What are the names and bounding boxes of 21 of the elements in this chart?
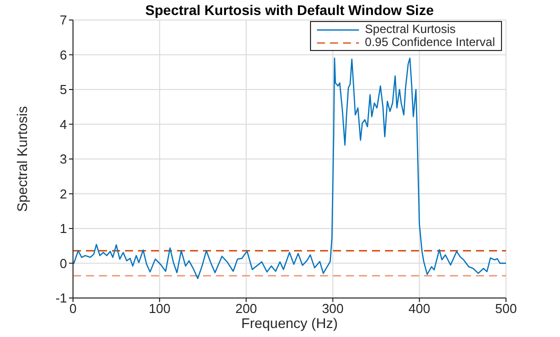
- chart-title: Spectral Kurtosis with Default Window Size: [144, 2, 435, 18]
- y-tick-label: 6: [60, 47, 67, 62]
- y-tick-label: -1: [55, 290, 67, 306]
- x-tick-label: 100: [148, 301, 170, 316]
- legend-label: Spectral Kurtosis: [364, 22, 456, 36]
- y-tick-label: 7: [60, 12, 67, 28]
- y-tick-label: 2: [60, 186, 67, 202]
- x-tick-label: 500: [495, 301, 517, 316]
- x-tick-label: 400: [408, 301, 430, 316]
- x-tick-label: 300: [322, 301, 344, 316]
- y-tick-label: 3: [60, 152, 67, 167]
- y-tick-label: 5: [60, 82, 67, 98]
- y-tick-label: 1: [60, 221, 67, 236]
- x-tick-label: 0: [69, 301, 77, 316]
- x-axis-title: Frequency (Hz): [241, 315, 338, 331]
- y-tick-label: 4: [60, 116, 67, 132]
- y-tick-label: 0: [60, 256, 67, 271]
- y-axis-title: Spectral Kurtosis: [14, 106, 30, 212]
- x-tick-label: 200: [235, 301, 258, 316]
- legend-label: 0.95 Confidence Interval: [364, 35, 495, 49]
- line-series: [73, 58, 506, 280]
